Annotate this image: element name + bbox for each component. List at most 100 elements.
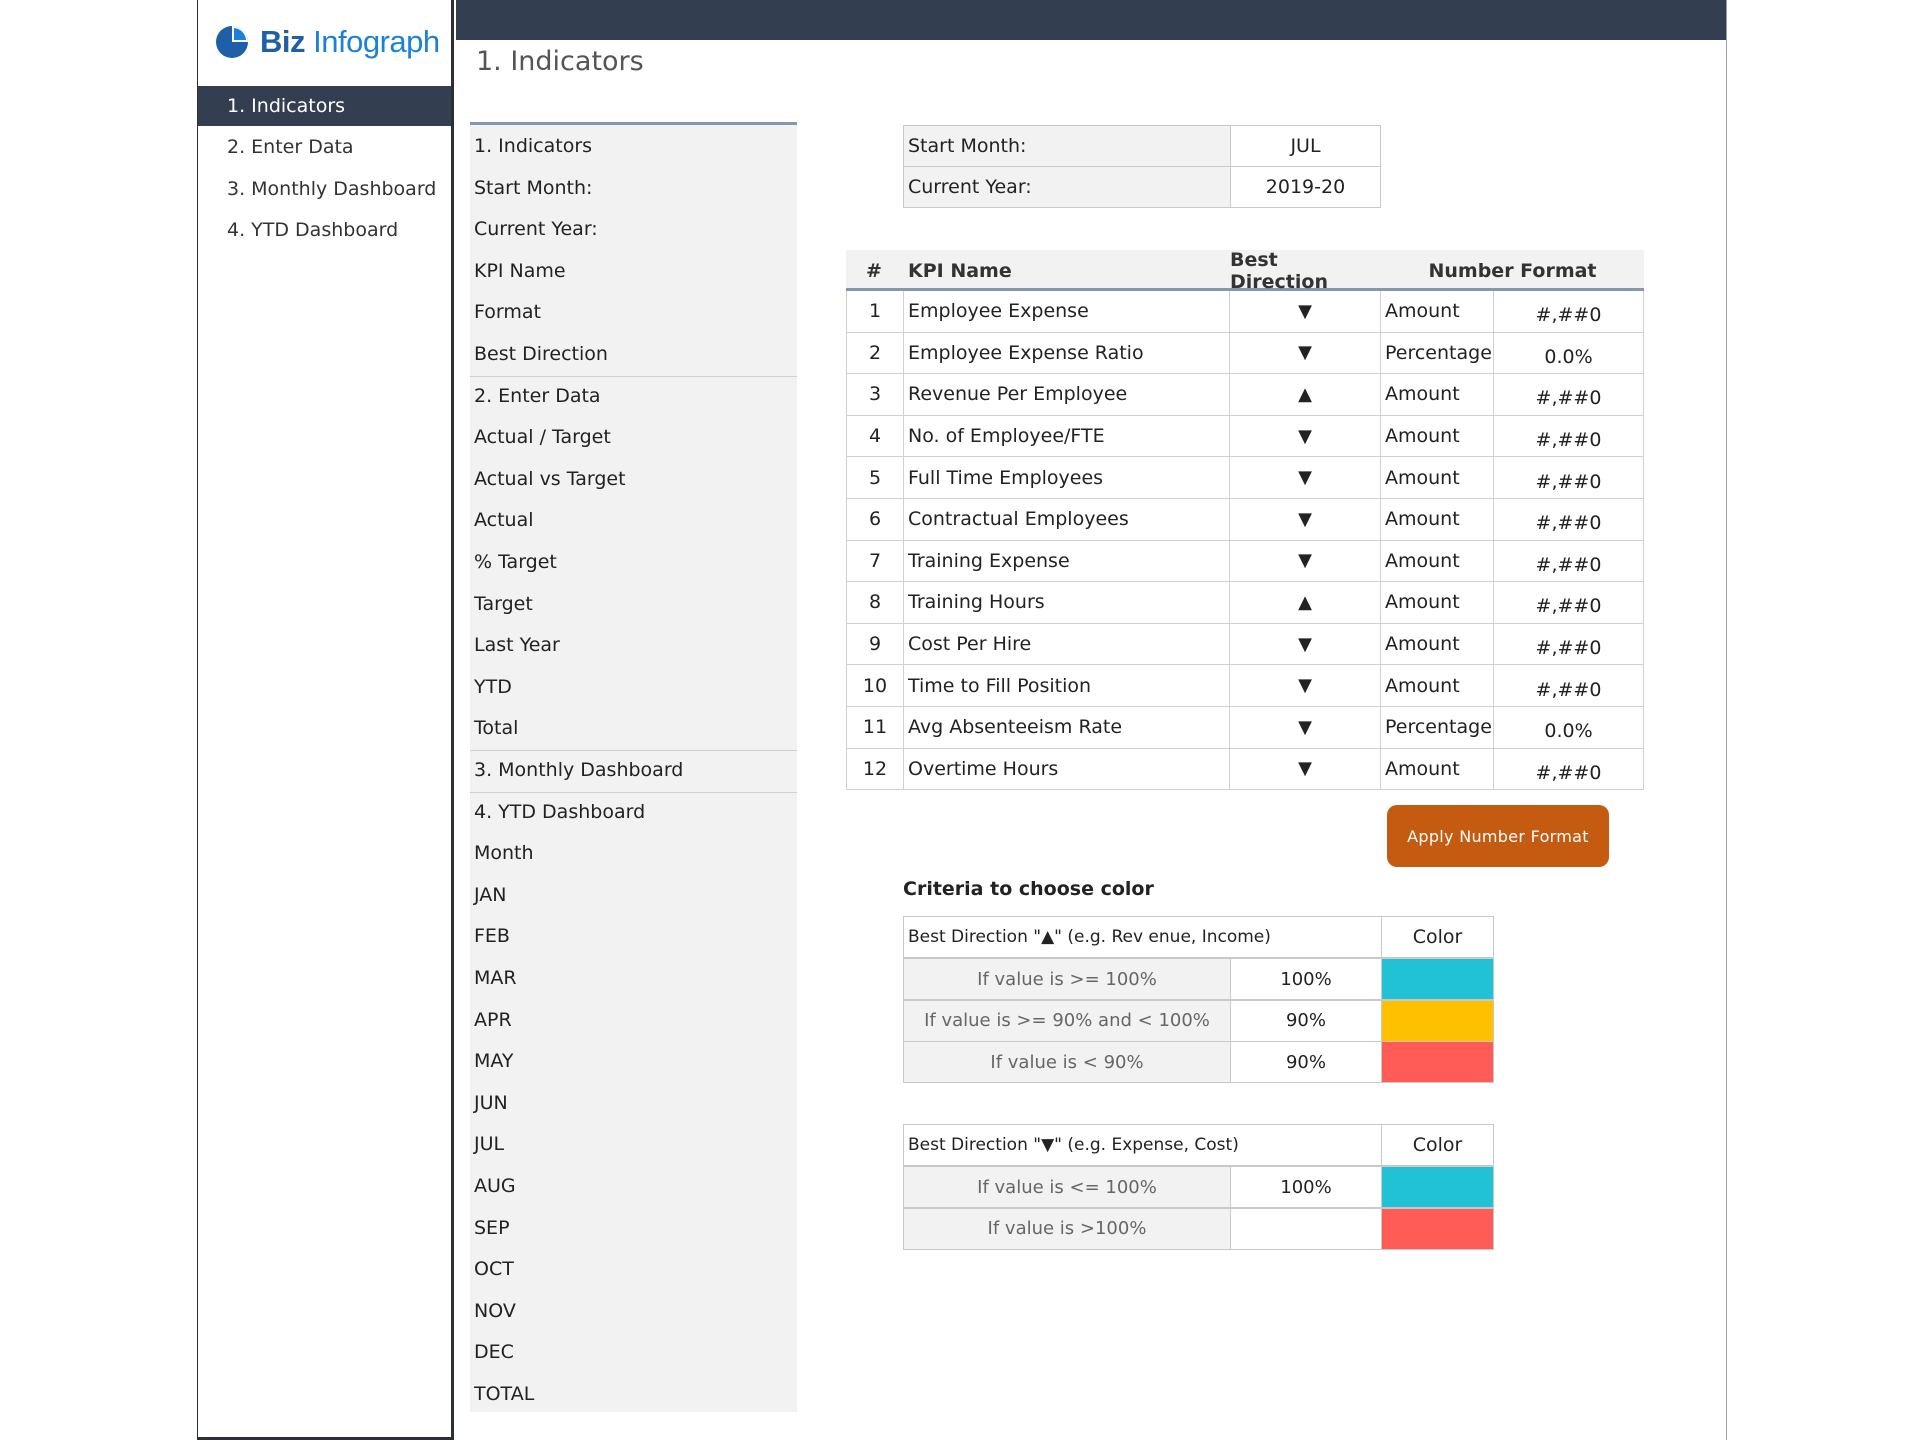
index-list-item[interactable]: Actual vs Target xyxy=(474,467,626,490)
index-list-item[interactable]: MAR xyxy=(474,967,517,989)
direction-down-icon[interactable]: ▼ xyxy=(1230,499,1381,541)
criteria-color-swatch[interactable] xyxy=(1381,999,1494,1042)
kpi-row-format-type[interactable]: Percentage xyxy=(1381,332,1494,375)
kpi-row-name[interactable]: Avg Absenteeism Rate xyxy=(904,707,1230,749)
kpi-row-number-format[interactable]: #,##0 xyxy=(1494,540,1644,583)
nav-item-enter-data[interactable]: 2. Enter Data xyxy=(227,136,354,158)
kpi-row-name[interactable]: No. of Employee/FTE xyxy=(904,415,1230,458)
kpi-row-format-type[interactable]: Amount xyxy=(1381,499,1494,541)
direction-down-icon[interactable]: ▼ xyxy=(1230,540,1381,583)
index-list-item[interactable]: Best Direction xyxy=(474,343,608,365)
criteria-threshold[interactable]: 100% xyxy=(1230,1166,1382,1208)
criteria-condition: If value is <= 100% xyxy=(903,1166,1231,1208)
kpi-row-name[interactable]: Time to Fill Position xyxy=(904,665,1230,707)
nav-item-ytd-dashboard[interactable]: 4. YTD Dashboard xyxy=(227,219,399,241)
kpi-row-number-format[interactable]: #,##0 xyxy=(1494,499,1644,541)
index-list-item[interactable]: % Target xyxy=(474,551,557,573)
index-list-item[interactable]: Actual xyxy=(474,509,534,532)
index-list-item[interactable]: 1. Indicators xyxy=(474,135,593,157)
index-list-item[interactable]: JUN xyxy=(474,1091,508,1114)
kpi-row-name[interactable]: Training Hours xyxy=(904,582,1230,624)
index-list-item[interactable]: JUL xyxy=(474,1133,505,1156)
start-month-value[interactable]: JUL xyxy=(1230,125,1381,167)
kpi-row-format-type[interactable]: Amount xyxy=(1381,291,1494,333)
kpi-row-number-format[interactable]: 0.0% xyxy=(1494,332,1644,375)
direction-down-icon[interactable]: ▼ xyxy=(1230,332,1381,375)
index-list-item[interactable]: Target xyxy=(474,592,533,615)
index-list-item[interactable]: Format xyxy=(474,301,541,324)
index-list-item[interactable]: NOV xyxy=(474,1299,516,1322)
index-list-item[interactable]: DEC xyxy=(474,1341,514,1364)
kpi-row-number-format[interactable]: 0.0% xyxy=(1494,707,1644,749)
kpi-row-name[interactable]: Cost Per Hire xyxy=(904,623,1230,666)
kpi-row: 2 Employee Expense Ratio ▼ Percentage 0.0% xyxy=(846,332,1644,375)
index-list-item[interactable]: Start Month: xyxy=(474,176,593,199)
kpi-row-format-type[interactable]: Amount xyxy=(1381,582,1494,624)
kpi-header-format: Number Format xyxy=(1428,259,1597,282)
kpi-row-number-format[interactable]: #,##0 xyxy=(1494,415,1644,458)
index-list-item[interactable]: MAY xyxy=(474,1050,514,1073)
direction-down-icon[interactable]: ▼ xyxy=(1230,665,1381,707)
criteria-threshold[interactable]: 90% xyxy=(1230,999,1382,1042)
kpi-row-number-format[interactable]: #,##0 xyxy=(1494,582,1644,624)
criteria-color-swatch[interactable] xyxy=(1381,1207,1494,1250)
kpi-row-format-type[interactable]: Amount xyxy=(1381,374,1494,416)
index-list-item[interactable]: 2. Enter Data xyxy=(474,384,601,407)
index-list-item[interactable]: SEP xyxy=(474,1216,510,1239)
kpi-row-name[interactable]: Training Expense xyxy=(904,540,1230,583)
kpi-row-number-format[interactable]: #,##0 xyxy=(1494,374,1644,416)
index-list-item[interactable]: TOTAL xyxy=(474,1383,535,1405)
index-list-item[interactable]: FEB xyxy=(474,925,510,948)
direction-down-icon[interactable]: ▼ xyxy=(1230,623,1381,666)
direction-up-icon[interactable]: ▲ xyxy=(1230,582,1381,624)
index-list-item[interactable]: AUG xyxy=(474,1175,516,1197)
index-list-item[interactable]: KPI Name xyxy=(474,259,566,282)
kpi-row-format-type[interactable]: Amount xyxy=(1381,415,1494,458)
kpi-row-name[interactable]: Revenue Per Employee xyxy=(904,374,1230,416)
current-year-value[interactable]: 2019-20 xyxy=(1230,166,1381,208)
direction-up-icon[interactable]: ▲ xyxy=(1230,374,1381,416)
index-list-item[interactable]: Month xyxy=(474,842,534,865)
index-list-item[interactable]: APR xyxy=(474,1008,512,1031)
kpi-row-number-format[interactable]: #,##0 xyxy=(1494,748,1644,791)
direction-down-icon[interactable]: ▼ xyxy=(1230,748,1381,791)
criteria-color-swatch[interactable] xyxy=(1381,1041,1494,1084)
nav-item-indicators[interactable]: 1. Indicators xyxy=(198,86,451,126)
criteria-color-swatch[interactable] xyxy=(1381,958,1494,1000)
criteria-threshold[interactable]: 100% xyxy=(1230,958,1382,1000)
kpi-row-name[interactable]: Overtime Hours xyxy=(904,748,1230,791)
index-list-item[interactable]: Total xyxy=(474,717,519,740)
index-list-item[interactable]: Last Year xyxy=(474,634,560,657)
index-list-item[interactable]: JAN xyxy=(474,883,507,906)
kpi-row-number-format[interactable]: #,##0 xyxy=(1494,457,1644,499)
kpi-row-name[interactable]: Employee Expense Ratio xyxy=(904,332,1230,375)
kpi-row-format-type[interactable]: Amount xyxy=(1381,748,1494,791)
index-list-item[interactable]: OCT xyxy=(474,1258,514,1281)
criteria-color-swatch[interactable] xyxy=(1381,1166,1494,1208)
kpi-row-name[interactable]: Employee Expense xyxy=(904,291,1230,333)
index-list-item[interactable]: YTD xyxy=(474,675,512,698)
direction-down-icon[interactable]: ▼ xyxy=(1230,291,1381,333)
kpi-row-name[interactable]: Full Time Employees xyxy=(904,457,1230,499)
index-list-item[interactable]: Actual / Target xyxy=(474,426,611,449)
kpi-row-number-format[interactable]: #,##0 xyxy=(1494,665,1644,707)
kpi-row-number-format[interactable]: #,##0 xyxy=(1494,623,1644,666)
kpi-row-format-type[interactable]: Amount xyxy=(1381,623,1494,666)
index-list-item[interactable]: 4. YTD Dashboard xyxy=(474,800,646,823)
criteria-threshold[interactable]: 90% xyxy=(1230,1041,1382,1084)
kpi-row-number-format[interactable]: #,##0 xyxy=(1494,291,1644,333)
direction-down-icon[interactable]: ▼ xyxy=(1230,707,1381,749)
direction-down-icon[interactable]: ▼ xyxy=(1230,415,1381,458)
index-list-item[interactable]: 3. Monthly Dashboard xyxy=(474,759,684,781)
apply-number-format-button[interactable]: Apply Number Format xyxy=(1387,805,1609,867)
criteria-threshold[interactable] xyxy=(1230,1207,1382,1250)
index-list-item[interactable]: Current Year: xyxy=(474,218,598,241)
direction-down-icon[interactable]: ▼ xyxy=(1230,457,1381,499)
kpi-row-name[interactable]: Contractual Employees xyxy=(904,499,1230,541)
kpi-row-format-type[interactable]: Amount xyxy=(1381,457,1494,499)
kpi-row-format-type[interactable]: Amount xyxy=(1381,540,1494,583)
kpi-row-format-type[interactable]: Amount xyxy=(1381,665,1494,707)
kpi-row-format-type[interactable]: Percentage xyxy=(1381,707,1494,749)
sidebar: Biz Infograph 1. Indicators 2. Enter Dat… xyxy=(198,0,454,1440)
nav-item-monthly-dashboard[interactable]: 3. Monthly Dashboard xyxy=(227,178,437,200)
